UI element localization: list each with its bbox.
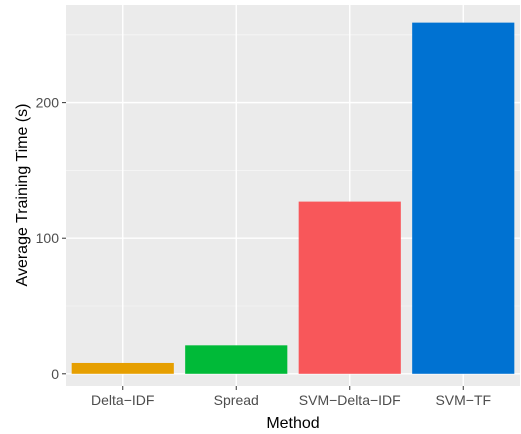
x-axis-ticks: Delta−IDF Spread SVM−Delta−IDF SVM−TF (91, 386, 491, 408)
x-tick-label: SVM−TF (435, 392, 491, 408)
bar (412, 22, 515, 374)
y-tick-label: 0 (51, 366, 59, 382)
x-tick-label: SVM−Delta−IDF (299, 392, 401, 408)
x-tick-label: Delta−IDF (91, 392, 154, 408)
y-axis-title: Average Training Time (s) (14, 104, 31, 287)
bar (298, 201, 401, 374)
y-tick-label: 100 (36, 230, 60, 246)
y-tick-label: 200 (36, 95, 60, 111)
bar (185, 345, 288, 374)
x-tick-label: Spread (214, 392, 259, 408)
bars (71, 22, 515, 374)
y-axis-ticks: 0 100 200 (36, 95, 66, 382)
bar (71, 362, 174, 374)
x-axis-title: Method (266, 415, 319, 432)
